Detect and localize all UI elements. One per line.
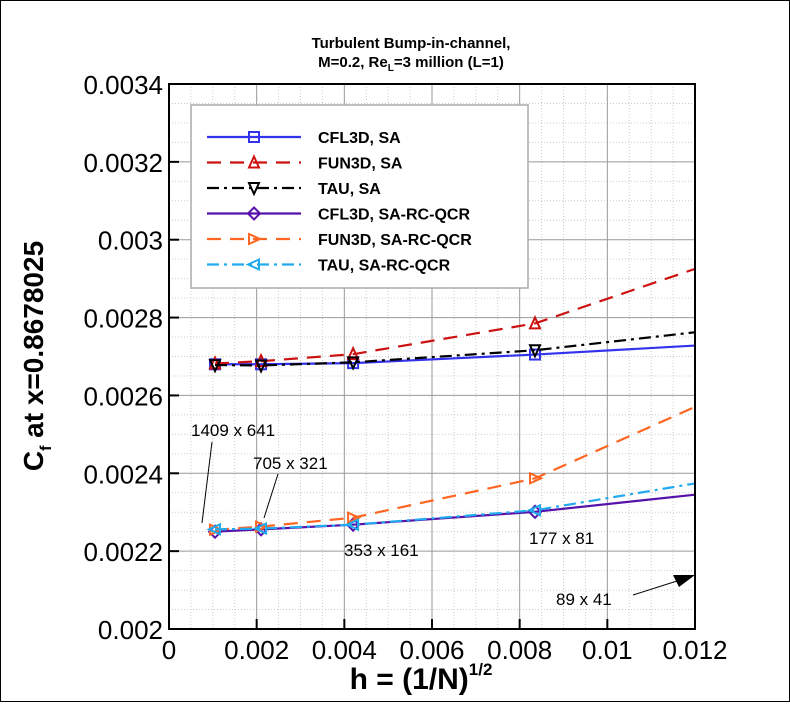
triangle-up-marker bbox=[528, 314, 542, 330]
triangle-up-marker bbox=[208, 355, 222, 370]
series-line-4 bbox=[214, 405, 695, 531]
triangle-up-marker bbox=[346, 345, 360, 361]
annotation-177x81: 177 x 81 bbox=[529, 529, 594, 548]
square-marker bbox=[529, 348, 542, 361]
chart-title-line1: Turbulent Bump-in-channel, bbox=[312, 35, 511, 52]
series-line-2 bbox=[215, 331, 695, 367]
y-tick-label: 0.0032 bbox=[83, 148, 163, 178]
y-tick-label: 0.002 bbox=[98, 615, 163, 645]
x-tick-label: 0.006 bbox=[399, 635, 464, 665]
series-line-5 bbox=[215, 482, 695, 531]
triangle-left-marker bbox=[526, 503, 542, 517]
chart-title-line2: M=0.2, ReL=3 million (L=1) bbox=[318, 54, 504, 74]
y-tick-label: 0.003 bbox=[98, 226, 163, 256]
legend-label: FUN3D, SA bbox=[318, 156, 403, 173]
y-tick-label: 0.0022 bbox=[83, 537, 163, 567]
series-line-0 bbox=[215, 344, 695, 366]
series-line-1 bbox=[214, 267, 695, 365]
annotation-89x41: 89 x 41 bbox=[556, 590, 612, 609]
series-group bbox=[206, 267, 695, 540]
legend-label: FUN3D, SA-RC-QCR bbox=[318, 232, 472, 249]
series-line-3 bbox=[214, 493, 695, 533]
triangle-down-marker bbox=[208, 359, 222, 374]
legend-label: CFL3D, SA bbox=[318, 130, 401, 147]
triangle-left-marker bbox=[252, 522, 268, 536]
legend-label: CFL3D, SA-RC-QCR bbox=[318, 207, 470, 224]
x-tick-label: 0.008 bbox=[487, 635, 552, 665]
x-tick-label: 0.002 bbox=[224, 635, 289, 665]
triangle-down-marker bbox=[528, 344, 542, 359]
triangle-down-marker bbox=[254, 359, 268, 374]
triangle-right-marker bbox=[347, 511, 362, 525]
triangle-right-marker bbox=[529, 471, 544, 485]
legend-label: TAU, SA-RC-QCR bbox=[318, 258, 451, 275]
triangle-up-marker bbox=[247, 154, 261, 169]
annotation-leader bbox=[201, 441, 213, 524]
triangle-left-marker bbox=[206, 522, 222, 536]
ticks: 0 0.002 0.004 0.006 0.008 0.01 0.0120.0020.002… bbox=[83, 70, 727, 665]
triangle-right-marker bbox=[248, 232, 263, 246]
y-axis-label: Cf at x=0.8678025 bbox=[18, 241, 55, 471]
legend-label: TAU, SA bbox=[318, 181, 381, 198]
triangle-left-marker bbox=[344, 518, 360, 532]
annotation-leader bbox=[263, 473, 279, 519]
triangle-down-marker bbox=[346, 356, 360, 371]
y-tick-label: 0.0024 bbox=[83, 459, 163, 489]
x-tick-label: 0.004 bbox=[312, 635, 377, 665]
x-axis-label: h = (1/N)1/2 bbox=[350, 660, 493, 696]
annotation-705x321: 705 x 321 bbox=[253, 454, 328, 473]
annotation-1409x641: 1409 x 641 bbox=[191, 421, 275, 440]
annotation-arrow bbox=[632, 580, 678, 596]
square-marker bbox=[248, 131, 260, 143]
x-tick-label: 0.01 bbox=[582, 635, 633, 665]
annotation-353x161: 353 x 161 bbox=[344, 541, 419, 560]
triangle-down-marker bbox=[247, 182, 261, 197]
x-tick-label: 0 bbox=[162, 635, 176, 665]
legend: CFL3D, SA FUN3D, SA TAU, SA CFL3D, SA-RC-QC… bbox=[190, 104, 529, 289]
y-tick-label: 0.0034 bbox=[83, 70, 163, 100]
y-tick-label: 0.0028 bbox=[83, 304, 163, 334]
diamond-marker bbox=[246, 206, 262, 221]
legend-box bbox=[190, 104, 529, 289]
y-tick-label: 0.0026 bbox=[83, 381, 163, 411]
x-tick-label: 0.012 bbox=[662, 635, 727, 665]
annotations: 1409 x 641 705 x 321 353 x 161 177 x 81 … bbox=[191, 421, 695, 609]
triangle-right-marker bbox=[255, 520, 270, 534]
triangle-left-marker bbox=[245, 257, 260, 272]
arrow-head-icon bbox=[673, 575, 695, 587]
